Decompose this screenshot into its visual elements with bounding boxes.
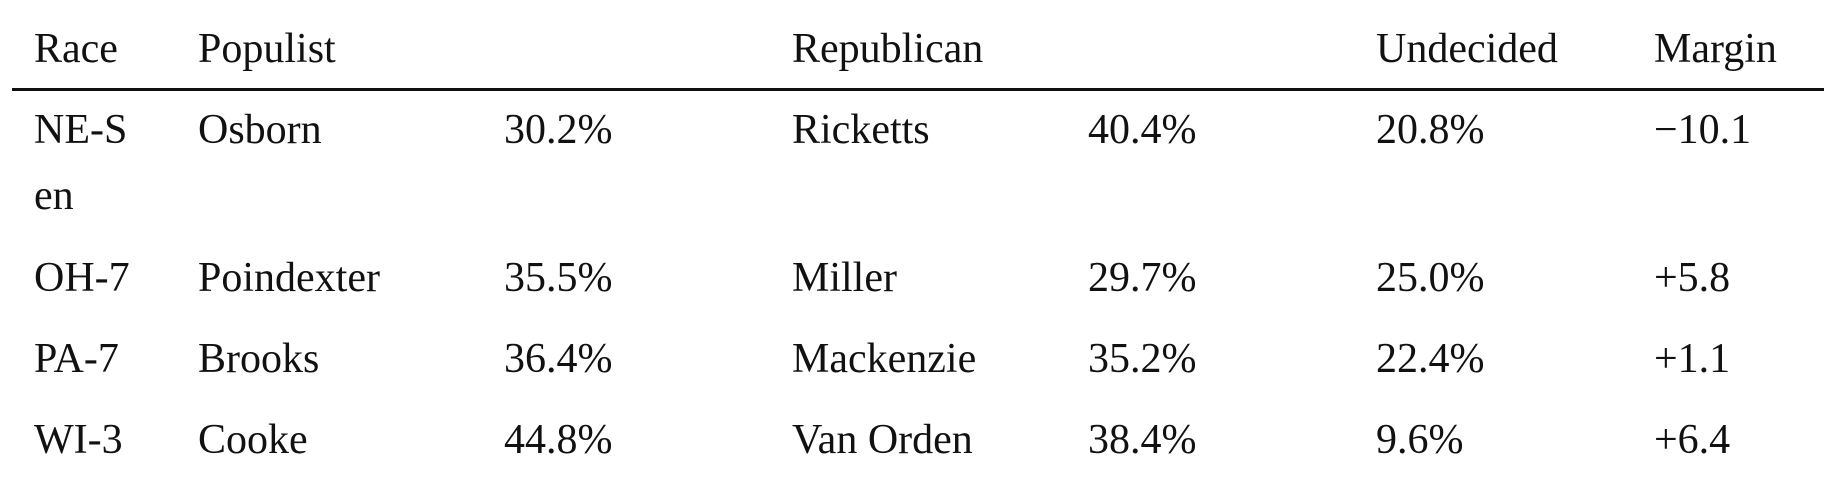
- table-cell: Ricketts: [792, 107, 930, 153]
- table-cell: 35.5%: [504, 255, 613, 301]
- header-cell: Race: [34, 26, 118, 72]
- table-cell: Poindexter: [198, 255, 380, 301]
- race-cell: PA-7: [34, 336, 119, 382]
- table-cell: Van Orden: [792, 417, 973, 463]
- table-cell: 40.4%: [1088, 107, 1197, 153]
- table-cell: +5.8: [1654, 255, 1731, 301]
- table-cell: +6.4: [1654, 417, 1731, 463]
- table-cell: Cooke: [198, 417, 308, 463]
- table-cell: Mackenzie: [792, 336, 977, 382]
- table-cell: 20.8%: [1376, 107, 1485, 153]
- header-cell: Populist: [198, 26, 336, 72]
- table-cell: −10.1: [1654, 107, 1752, 153]
- table-cell: 35.2%: [1088, 336, 1197, 382]
- table-cell: Miller: [792, 255, 897, 301]
- table-cell: 38.4%: [1088, 417, 1197, 463]
- table-cell: 30.2%: [504, 107, 613, 153]
- table-cell: 29.7%: [1088, 255, 1197, 301]
- table-cell: 36.4%: [504, 336, 613, 382]
- header-cell: Republican: [792, 26, 984, 72]
- table-cell: Brooks: [198, 336, 320, 382]
- race-cell: OH-7: [34, 255, 130, 301]
- table-cell: 44.8%: [504, 417, 613, 463]
- table-cell: Osborn: [198, 107, 322, 153]
- header-rule: [12, 88, 1824, 91]
- header-cell: Margin: [1654, 26, 1777, 72]
- table-cell: 22.4%: [1376, 336, 1485, 382]
- race-cell: NE-Sen: [34, 107, 128, 219]
- header-cell: Undecided: [1376, 26, 1558, 72]
- table-cell: +1.1: [1654, 336, 1731, 382]
- table-cell: 9.6%: [1376, 417, 1464, 463]
- race-cell: WI-3: [34, 417, 123, 463]
- table-cell: 25.0%: [1376, 255, 1485, 301]
